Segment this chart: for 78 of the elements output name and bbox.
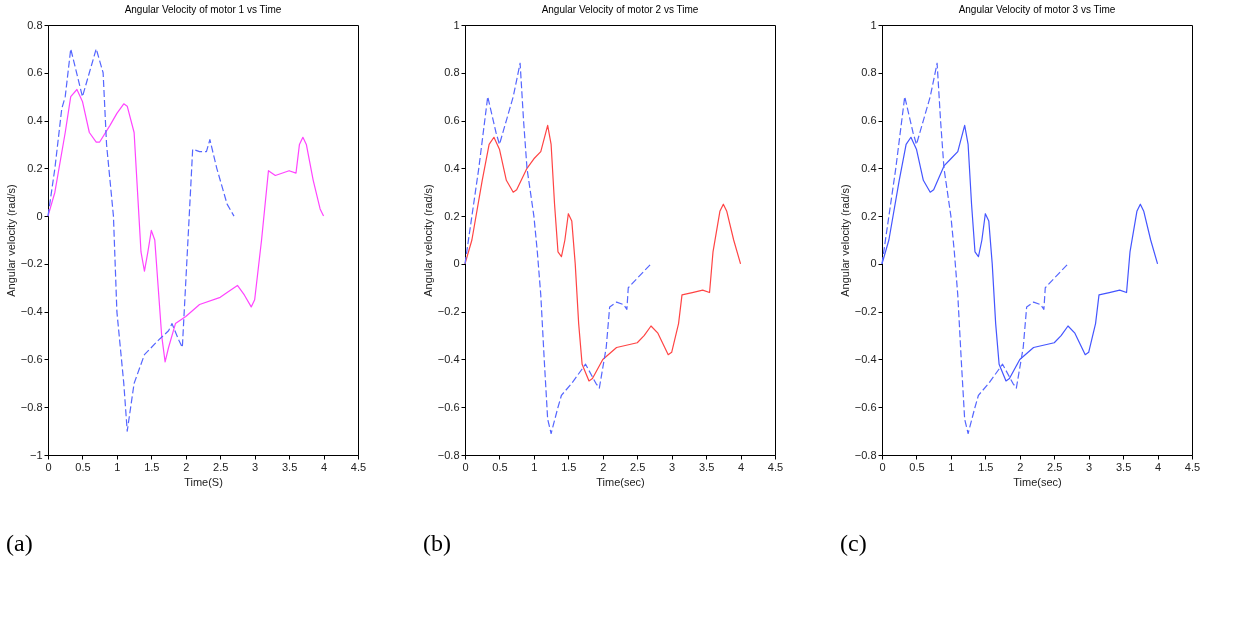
x-tick-label: 1 (948, 460, 955, 473)
x-tick-label: 1.5 (978, 460, 994, 473)
y-tick-label: 0.6 (861, 114, 877, 127)
y-tick-label: −0.4 (20, 305, 43, 318)
text: (a) (6, 530, 34, 557)
y-tick-label: 0.4 (27, 114, 43, 127)
y-tick-label: 1 (453, 18, 460, 31)
text: (c) (840, 530, 868, 557)
x-tick-label: 1.5 (561, 460, 577, 473)
x-tick-label: 0 (45, 460, 52, 473)
x-tick-label: 1.5 (144, 460, 160, 473)
line-series (47, 48, 235, 432)
x-tick-label: 1 (531, 460, 538, 473)
x-tick-label: 4 (737, 460, 745, 473)
y-tick-label: −0.6 (20, 352, 43, 365)
y-tick-label: −0.4 (854, 352, 877, 365)
x-tick-label: 4.5 (767, 460, 784, 473)
line-series (881, 62, 1069, 435)
y-tick-label: 0.2 (861, 209, 877, 222)
y-axis-title: Angular velocity (rad/s) (4, 184, 17, 297)
x-tick-label: 0.5 (75, 460, 91, 473)
x-axis-title: Time(sec) (596, 475, 645, 488)
x-tick-label: 0 (462, 460, 469, 473)
y-tick-label: 0.6 (444, 114, 460, 127)
y-tick-label: −0.8 (20, 400, 43, 413)
x-tick-label: 0.5 (492, 460, 508, 473)
x-tick-label: 1 (114, 460, 121, 473)
x-tick-label: 3.5 (281, 460, 298, 473)
x-tick-label: 0 (879, 460, 886, 473)
x-tick-label: 4 (1154, 460, 1162, 473)
x-tick-label: 3 (1086, 460, 1093, 473)
y-tick-label: −0.8 (854, 448, 877, 461)
y-tick-label: −0.2 (437, 305, 460, 318)
line-series (47, 88, 325, 363)
y-tick-label: −0.6 (437, 400, 460, 413)
y-tick-label: 0.2 (27, 161, 43, 174)
chart-title: Angular Velocity of motor 1 vs Time (124, 4, 282, 15)
y-tick-label: 1 (870, 18, 877, 31)
x-tick-label: 0.5 (909, 460, 925, 473)
y-tick-label: 0.8 (27, 18, 43, 31)
x-tick-label: 4 (320, 460, 328, 473)
y-tick-label: 0 (36, 209, 43, 222)
y-tick-label: −0.4 (437, 352, 460, 365)
x-tick-label: 2 (1017, 460, 1024, 473)
y-tick-label: −0.2 (854, 305, 877, 318)
y-tick-label: −0.6 (854, 400, 877, 413)
y-tick-label: −1 (29, 448, 43, 461)
x-axis-title: Time(sec) (1013, 475, 1062, 488)
y-tick-label: 0.8 (444, 66, 460, 79)
y-tick-label: 0 (870, 257, 877, 270)
x-tick-label: 4.5 (1184, 460, 1201, 473)
line-series (881, 124, 1159, 382)
y-tick-label: 0.2 (444, 209, 460, 222)
x-tick-label: 2.5 (1047, 460, 1063, 473)
chart-title: Angular Velocity of motor 2 vs Time (541, 4, 699, 15)
y-tick-label: 0.8 (861, 66, 877, 79)
x-tick-label: 3 (669, 460, 676, 473)
x-tick-label: 2 (600, 460, 607, 473)
x-tick-label: 2.5 (213, 460, 229, 473)
x-tick-label: 4.5 (350, 460, 367, 473)
y-tick-label: −0.2 (20, 257, 43, 270)
text: (b) (423, 530, 452, 557)
y-axis-title: Angular velocity (rad/s) (838, 184, 851, 297)
y-tick-label: 0.4 (861, 161, 877, 174)
y-tick-label: 0.6 (27, 66, 43, 79)
y-axis-title: Angular velocity (rad/s) (421, 184, 434, 297)
x-tick-label: 3.5 (1115, 460, 1132, 473)
chart-title: Angular Velocity of motor 3 vs Time (958, 4, 1116, 15)
x-tick-label: 3 (252, 460, 259, 473)
y-tick-label: −0.8 (437, 448, 460, 461)
x-axis-title: Time(S) (184, 475, 223, 488)
x-tick-label: 2 (183, 460, 190, 473)
x-tick-label: 3.5 (698, 460, 715, 473)
y-tick-label: 0.4 (444, 161, 460, 174)
line-series (464, 62, 652, 435)
x-tick-label: 2.5 (630, 460, 646, 473)
line-series (464, 124, 742, 382)
y-tick-label: 0 (453, 257, 460, 270)
